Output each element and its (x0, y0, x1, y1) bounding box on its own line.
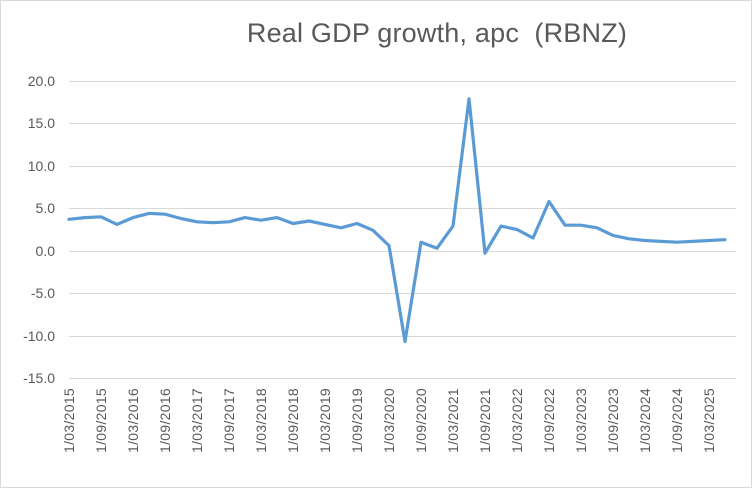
x-tick-label: 1/03/2015 (61, 388, 77, 453)
y-tick-label: -10.0 (23, 327, 55, 344)
y-tick-label: 5.0 (35, 200, 55, 217)
y-tick-label: 10.0 (27, 157, 55, 174)
x-tick-label: 1/09/2019 (349, 388, 365, 453)
chart-title: Real GDP growth, apc (RBNZ) (246, 18, 628, 48)
x-tick-label: 1/09/2017 (221, 388, 237, 453)
y-tick-label: 20.0 (27, 72, 55, 89)
x-tick-label: 1/03/2023 (573, 388, 589, 453)
x-tick-label: 1/03/2024 (637, 388, 653, 453)
x-tick-label: 1/09/2023 (605, 388, 621, 453)
x-tick-label: 1/09/2024 (669, 388, 685, 453)
x-tick-label: 1/03/2021 (445, 388, 461, 453)
x-tick-label: 1/09/2018 (285, 388, 301, 453)
y-tick-label: 15.0 (27, 115, 55, 132)
x-tick-label: 1/03/2020 (381, 388, 397, 453)
x-tick-label: 1/03/2025 (701, 388, 717, 453)
y-tick-label: -5.0 (30, 285, 55, 302)
y-tick-label: -15.0 (23, 369, 55, 386)
x-tick-label: 1/09/2020 (413, 388, 429, 453)
x-tick-label: 1/09/2021 (477, 388, 493, 453)
x-tick-label: 1/03/2019 (317, 388, 333, 453)
x-tick-label: 1/09/2015 (93, 388, 109, 453)
x-tick-label: 1/03/2016 (125, 388, 141, 453)
x-tick-label: 1/09/2016 (157, 388, 173, 453)
x-tick-label: 1/03/2018 (253, 388, 269, 453)
x-tick-label: 1/03/2022 (509, 388, 525, 453)
x-tick-label: 1/03/2017 (189, 388, 205, 453)
gdp-growth-line (67, 97, 727, 344)
y-tick-label: 0.0 (35, 242, 55, 259)
x-tick-label: 1/09/2022 (541, 388, 557, 453)
